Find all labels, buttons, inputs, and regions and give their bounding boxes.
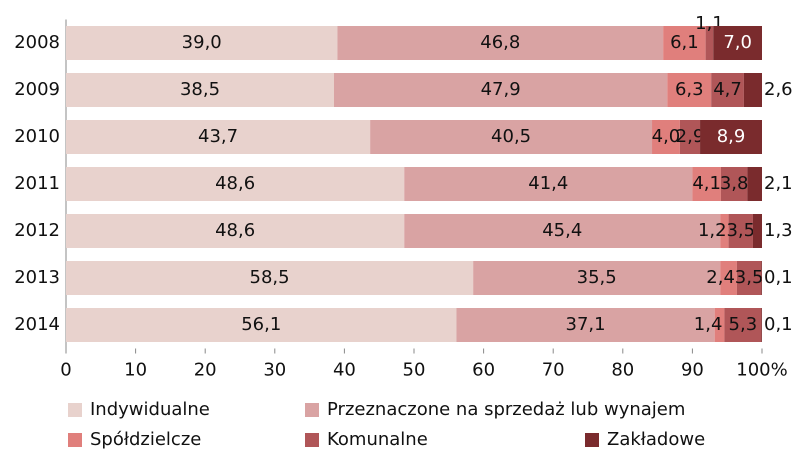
- bar-segment: [679, 120, 701, 154]
- y-tick-label: 2008: [14, 32, 60, 53]
- bar-segment: [404, 167, 693, 201]
- x-tick-label: 0: [60, 360, 71, 381]
- data-label: 7,0: [723, 32, 752, 53]
- data-label: 4,7: [713, 79, 742, 100]
- data-label: 6,1: [670, 32, 699, 53]
- legend-swatch: [68, 433, 82, 447]
- data-label: 48,6: [215, 220, 255, 241]
- data-label: 4,1: [692, 173, 721, 194]
- data-label: 39,0: [182, 32, 222, 53]
- legend-label: Zakładowe: [607, 429, 705, 450]
- x-tick-label: 30: [263, 360, 286, 381]
- bar-segment: [333, 73, 668, 107]
- bar-segment: [711, 73, 744, 107]
- legend-label: Spółdzielcze: [90, 429, 201, 450]
- bar-segment: [747, 167, 762, 201]
- bar-segment: [456, 308, 715, 342]
- data-label: 3,8: [720, 173, 749, 194]
- bar-segment: [692, 167, 721, 201]
- bar-segment: [728, 214, 753, 248]
- data-label: 8,9: [717, 126, 746, 147]
- data-label: 43,7: [198, 126, 238, 147]
- x-tick-label: 70: [542, 360, 565, 381]
- bar-segment: [337, 26, 664, 60]
- data-label: 6,3: [675, 79, 704, 100]
- x-tick-label: 50: [403, 360, 426, 381]
- bar-segment: [473, 261, 721, 295]
- data-label: 1,4: [694, 314, 723, 335]
- data-label: 3,5: [735, 267, 764, 288]
- data-label: 0,1: [764, 314, 793, 335]
- data-label: 0,1: [764, 267, 793, 288]
- legend-label: Przeznaczone na sprzedaż lub wynajem: [327, 399, 685, 420]
- bar-segment: [761, 261, 762, 295]
- legend-label: Komunalne: [327, 429, 428, 450]
- bar-segment: [713, 26, 762, 60]
- bar-segment: [720, 167, 748, 201]
- y-tick-label: 2012: [14, 220, 60, 241]
- bar-segment: [404, 214, 721, 248]
- data-label: 3,5: [726, 220, 755, 241]
- bar-segment: [66, 308, 457, 342]
- y-tick-label: 2013: [14, 267, 60, 288]
- data-label: 1,2: [698, 220, 727, 241]
- data-label: 45,4: [542, 220, 582, 241]
- x-tick-label: 100%: [736, 360, 787, 381]
- data-label: 38,5: [180, 79, 220, 100]
- y-tick-label: 2009: [14, 79, 60, 100]
- bar-segment: [743, 73, 762, 107]
- y-tick-label: 2014: [14, 314, 60, 335]
- legend-label: Indywidualne: [90, 399, 210, 420]
- bar-segment: [724, 308, 762, 342]
- x-tick-label: 60: [472, 360, 495, 381]
- y-tick-label: 2011: [14, 173, 60, 194]
- bar-segment: [720, 261, 737, 295]
- bar-segment: [720, 214, 729, 248]
- bar-segment: [66, 26, 338, 60]
- x-tick-label: 40: [333, 360, 356, 381]
- data-label: 5,3: [729, 314, 758, 335]
- x-tick-label: 10: [124, 360, 147, 381]
- data-label: 35,5: [577, 267, 617, 288]
- bar-segment: [66, 120, 371, 154]
- bar-segment: [714, 308, 725, 342]
- y-tick-label: 2010: [14, 126, 60, 147]
- data-label: 40,5: [491, 126, 531, 147]
- data-label: 58,5: [250, 267, 290, 288]
- data-label: 41,4: [528, 173, 568, 194]
- data-label: 2,6: [764, 79, 793, 100]
- data-label: 1,3: [764, 220, 793, 241]
- x-tick-label: 90: [681, 360, 704, 381]
- data-label: 2,1: [764, 173, 793, 194]
- data-label: 56,1: [241, 314, 281, 335]
- bar-segment: [66, 167, 405, 201]
- bar-segment: [663, 26, 706, 60]
- bar-segment: [66, 261, 474, 295]
- bar-segment: [752, 214, 762, 248]
- legend-swatch: [305, 403, 319, 417]
- legend-swatch: [585, 433, 599, 447]
- bar-segment: [667, 73, 712, 107]
- bar-segment: [761, 308, 762, 342]
- data-label: 4,0: [652, 126, 681, 147]
- data-label: 2,4: [706, 267, 735, 288]
- bar-segment: [652, 120, 680, 154]
- bar-segment: [370, 120, 653, 154]
- bar-segment: [66, 73, 334, 107]
- data-label: 47,9: [481, 79, 521, 100]
- bar-segment: [66, 214, 405, 248]
- data-label: 48,6: [215, 173, 255, 194]
- x-tick-label: 80: [611, 360, 634, 381]
- bar-segment: [700, 120, 762, 154]
- x-tick-label: 20: [194, 360, 217, 381]
- data-label: 46,8: [480, 32, 520, 53]
- bar-segment: [736, 261, 762, 295]
- bar-segment: [705, 26, 714, 60]
- legend-swatch: [68, 403, 82, 417]
- data-label: 37,1: [566, 314, 606, 335]
- legend-swatch: [305, 433, 319, 447]
- data-label: 2,9: [676, 126, 705, 147]
